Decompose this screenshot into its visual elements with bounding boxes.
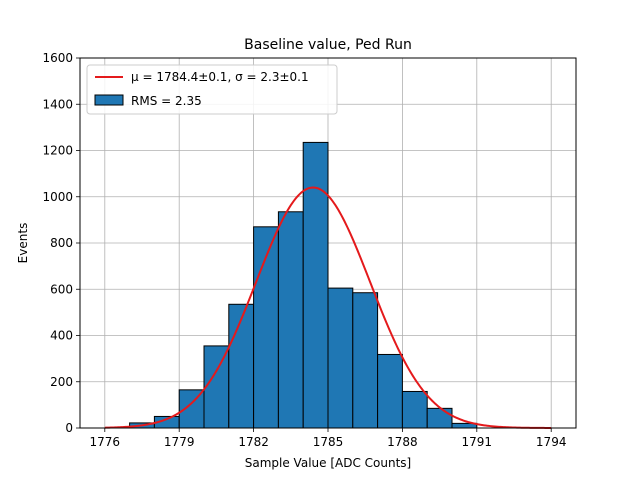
x-tick-label: 1785 [313,435,344,449]
legend-entry-rms: RMS = 2.35 [131,94,202,108]
histogram-bar [302,141,329,429]
x-axis-ticks: 1776 1779 1782 1785 1788 1791 1794 [90,428,567,449]
x-tick-label: 1794 [536,435,567,449]
x-axis-label: Sample Value [ADC Counts] [245,456,411,470]
histogram-bar [352,292,379,429]
y-axis-label: Events [16,223,30,264]
legend-bar-swatch [94,94,124,106]
y-tick-label: 0 [65,421,73,435]
histogram-bar [377,353,403,429]
histogram-bar [277,211,304,429]
y-tick-label: 1400 [42,97,73,111]
x-tick-label: 1788 [387,435,418,449]
histogram-bar [178,389,205,429]
legend-entry-fit: μ = 1784.4±0.1, σ = 2.3±0.1 [131,70,309,84]
y-tick-label: 800 [50,236,73,250]
histogram-bar [228,303,255,429]
chart-title: Baseline value, Ped Run [244,37,412,53]
y-tick-label: 600 [50,282,73,296]
histogram-bar [203,345,230,429]
histogram-bar [426,407,453,429]
x-tick-label: 1791 [462,435,493,449]
y-tick-label: 200 [50,375,73,389]
y-tick-label: 1600 [42,51,73,65]
y-tick-label: 1000 [42,190,73,204]
legend: μ = 1784.4±0.1, σ = 2.3±0.1 RMS = 2.35 [86,64,338,115]
histogram-bar [327,287,354,429]
y-tick-label: 1200 [42,144,73,158]
y-tick-label: 400 [50,329,73,343]
gaussian-fit-curve [104,186,552,429]
x-tick-label: 1779 [164,435,195,449]
histogram-bar [401,390,428,429]
x-tick-label: 1776 [90,435,121,449]
y-axis-ticks: 0 200 400 600 800 1000 1200 1400 1600 [42,51,80,435]
x-tick-label: 1782 [238,435,269,449]
legend-box [86,64,338,115]
